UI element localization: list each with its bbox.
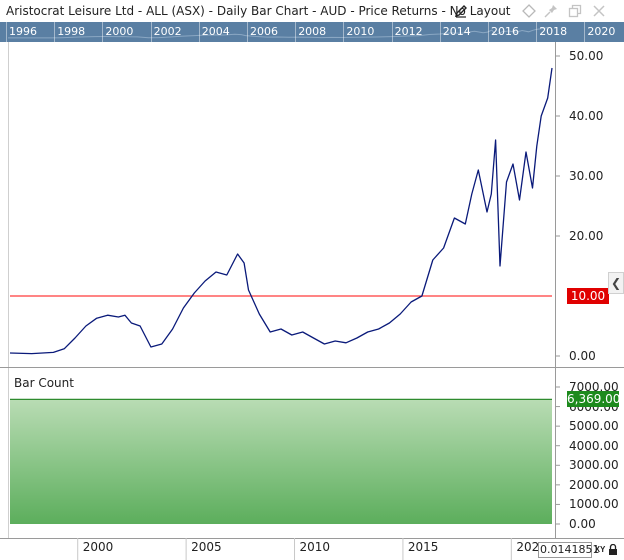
overview-year-label: 2008 <box>298 25 327 38</box>
overview-year-tick <box>198 22 200 42</box>
overview-sparkline <box>8 26 549 39</box>
overview-year-tick <box>6 22 7 42</box>
overview-year-tick <box>584 22 586 42</box>
overview-year-tick <box>54 22 56 42</box>
diamond-icon[interactable] <box>520 2 538 20</box>
overview-year-tick <box>343 22 345 42</box>
overview-year-label: 2016 <box>491 25 519 38</box>
chevron-left-icon[interactable]: ❮ <box>608 272 624 294</box>
overview-year-label: 2012 <box>394 25 423 38</box>
price-series-line <box>9 67 553 355</box>
reference-line-value-badge: 10.00 <box>567 288 609 304</box>
lock-icon[interactable] <box>608 544 618 556</box>
overview-year-tick <box>439 22 441 42</box>
window-title-bar: Aristocrat Leisure Ltd - ALL (ASX) - Dai… <box>0 0 624 22</box>
x-axis-tick-label: 2010 <box>299 540 331 554</box>
x-axis-tick-label: 202 <box>516 540 540 554</box>
count-y-tick-label: 0.00 <box>569 517 596 531</box>
overview-year-label: 2014 <box>442 25 471 38</box>
count-y-tick-label: 3000.00 <box>569 458 619 473</box>
overview-year-label: 2002 <box>153 25 182 38</box>
bar-count-area <box>10 399 552 524</box>
x-axis-tick-label: 2000 <box>82 540 114 554</box>
price-y-tick-label: 20.00 <box>569 229 604 243</box>
price-y-tick-label: 30.00 <box>569 169 604 183</box>
cursor-value-readout: 0.0141851 <box>538 542 600 558</box>
price-y-tick-label: 40.00 <box>569 109 604 123</box>
xy-toggle-button[interactable]: XY <box>594 545 606 554</box>
overview-year-label: 2018 <box>539 25 568 38</box>
bar-count-value-badge: 6,369.00 <box>567 391 621 408</box>
overview-year-label: 2006 <box>250 25 278 38</box>
overview-navigator[interactable]: 1996 1998 2000 2002 2004 2006 2008 2010 2012 2014… <box>0 22 624 42</box>
overview-year-tick <box>150 22 152 42</box>
bar-count-panel-title: Bar Count <box>14 376 74 390</box>
chart-title: Aristocrat Leisure Ltd - ALL (ASX) - Dai… <box>6 4 511 18</box>
price-y-tick-label: 0.00 <box>569 349 596 363</box>
chart-canvas[interactable] <box>0 42 624 560</box>
price-y-tick-label: 50.00 <box>569 49 604 63</box>
restore-icon[interactable] <box>566 2 584 20</box>
overview-year-tick <box>536 22 538 42</box>
pin-icon[interactable] <box>542 2 560 20</box>
count-y-tick-label: 4000.00 <box>569 438 619 453</box>
overview-year-label: 2020 <box>587 25 616 38</box>
x-axis-tick-label: 2005 <box>191 540 222 554</box>
overview-year-tick <box>102 22 104 42</box>
overview-year-label: 2000 <box>105 25 134 38</box>
overview-year-tick <box>488 22 489 42</box>
count-y-tick-label: 2000.00 <box>569 477 619 492</box>
pencil-icon[interactable] <box>452 2 470 20</box>
x-axis-tick-label: 2015 <box>407 540 439 554</box>
overview-year-label: 2010 <box>346 25 375 38</box>
overview-year-tick <box>391 22 393 42</box>
close-icon[interactable] <box>590 2 608 20</box>
count-y-tick-label: 5000.00 <box>569 419 619 434</box>
overview-year-tick <box>295 22 297 42</box>
overview-year-tick <box>247 22 248 42</box>
overview-year-label: 1998 <box>57 25 86 38</box>
count-y-tick-label: 1000.00 <box>569 497 619 512</box>
overview-year-label: 1996 <box>9 25 37 38</box>
overview-year-label: 2004 <box>201 25 230 38</box>
count-y-tick-label: 7000.00 <box>569 380 619 394</box>
